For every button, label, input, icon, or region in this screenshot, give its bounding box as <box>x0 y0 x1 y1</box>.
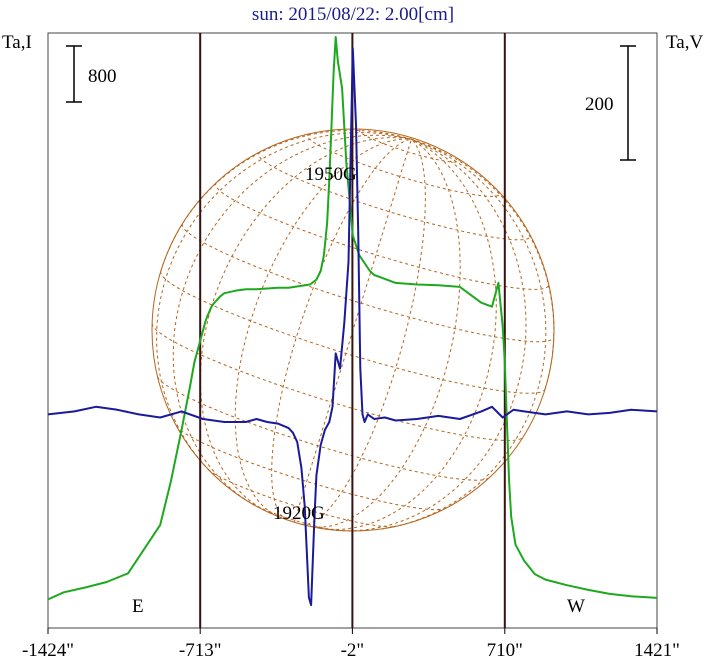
x-tick-label: -1424" <box>22 640 74 661</box>
stokes-i-line <box>47 36 658 601</box>
left-scale-bar <box>66 45 82 103</box>
stokes-v-line <box>47 47 658 607</box>
meridian-line <box>172 134 412 507</box>
latitude-line <box>176 425 446 511</box>
meridian-line <box>301 138 426 525</box>
meridian-line <box>234 138 412 517</box>
solar-disk-grid <box>151 128 555 532</box>
x-axis-ticks: -1424" -713" -2" 710" 1421" <box>22 628 680 661</box>
latitude-line <box>306 133 501 197</box>
series-layer <box>47 36 658 607</box>
latitude-line <box>359 129 460 163</box>
latitude-line <box>151 323 524 441</box>
chart-title: sun: 2015/08/22: 2.00[cm] <box>252 4 454 25</box>
left-axis-label: Ta,I <box>2 32 32 53</box>
meridian-line <box>318 138 497 530</box>
meridian-line <box>199 137 412 514</box>
x-tick-label: -2" <box>341 640 365 661</box>
meridian-line <box>271 138 412 521</box>
left-scale-label: 800 <box>88 66 117 87</box>
meridian-line <box>311 138 461 528</box>
right-scale-bar <box>620 45 636 161</box>
meridian-line <box>335 138 527 532</box>
latitude-line <box>257 151 531 241</box>
x-tick-label: 710" <box>487 640 523 661</box>
latitude-line <box>251 503 340 532</box>
right-scale-label: 200 <box>585 94 614 115</box>
right-axis-label: Ta,V <box>666 32 703 53</box>
meridian-line <box>411 138 555 389</box>
reference-lines <box>199 33 506 628</box>
latitude-line <box>208 469 395 528</box>
meridian-line <box>156 132 412 480</box>
meridian-line <box>160 129 412 272</box>
latitude-line <box>215 182 550 290</box>
annotation-1950G: 1950G <box>305 164 357 185</box>
meridian-line <box>381 138 547 530</box>
x-tick-label: 1421" <box>634 640 680 661</box>
annotation-1920G: 1920G <box>273 503 325 524</box>
x-tick-label: -713" <box>179 640 222 661</box>
east-limb-label: E <box>132 596 144 617</box>
meridian-line <box>293 139 412 523</box>
west-limb-label: W <box>567 596 585 617</box>
